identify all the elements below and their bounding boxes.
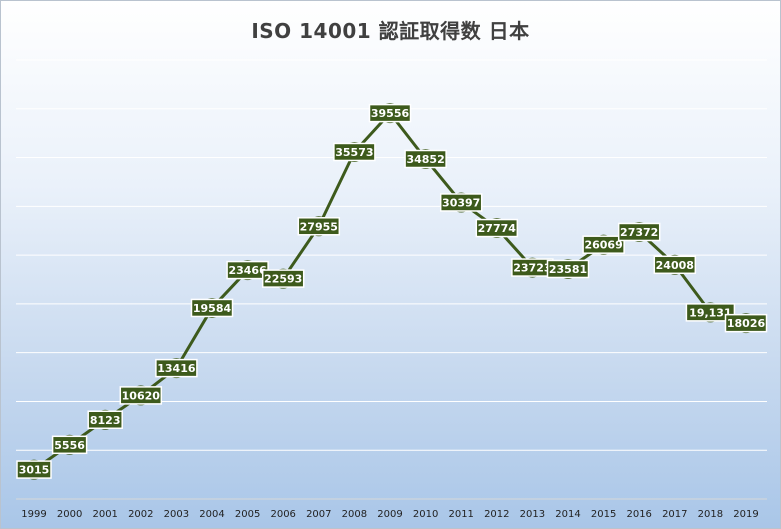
data-label-box [368, 103, 412, 123]
x-tick-label: 2003 [164, 509, 189, 520]
data-label: 23723 [511, 258, 554, 277]
x-tick-label: 2000 [57, 509, 82, 520]
x-tick-label: 2013 [520, 509, 545, 520]
data-label-box [582, 235, 625, 254]
data-label-box [155, 358, 198, 378]
series-line [33, 111, 747, 471]
data-label-text: 24008 [656, 259, 694, 272]
data-label-text: 19,131 [689, 306, 731, 319]
x-axis-tick-labels: 1999 2000 2001 2002 2003 2004 2005 2006 2007 2008… [21, 509, 758, 520]
data-label-text: 13416 [157, 362, 196, 375]
data-label-box [546, 259, 590, 279]
data-label: 27372 [617, 222, 661, 242]
x-tick-label: 2009 [377, 509, 402, 520]
data-label: 10620 [119, 386, 163, 405]
x-tick-label: 2011 [448, 509, 473, 520]
data-label-text: 3015 [19, 464, 50, 477]
gridlines [16, 59, 767, 451]
data-label-text: 34852 [406, 153, 444, 166]
data-label-box [685, 303, 736, 322]
data-label-text: 23723 [513, 262, 551, 275]
data-label-box [404, 149, 447, 169]
data-label: 27955 [297, 217, 341, 236]
data-label: 8123 [87, 410, 123, 430]
data-label: 3015 [16, 460, 52, 479]
data-label: 13416 [155, 358, 198, 378]
data-label-text: 26069 [584, 239, 622, 252]
data-label-box [333, 142, 376, 162]
data-label-box [297, 217, 341, 236]
x-tick-label: 2008 [342, 509, 367, 520]
data-label-box [261, 269, 305, 288]
data-label: 19584 [190, 298, 234, 318]
x-tick-label: 2012 [484, 509, 509, 520]
x-tick-label: 2018 [698, 509, 723, 520]
data-label-box [119, 386, 163, 405]
data-label: 39556 [368, 103, 412, 123]
data-label-box [439, 193, 483, 212]
data-label-box [87, 410, 123, 430]
x-tick-label: 2014 [555, 509, 580, 520]
x-tick-label: 2006 [270, 509, 295, 520]
data-label: 30397 [439, 193, 483, 212]
data-label-box [190, 298, 234, 318]
x-tick-label: 1999 [21, 509, 46, 520]
data-label-text: 30397 [442, 196, 480, 209]
data-label-text: 18026 [727, 317, 766, 330]
data-label-box [724, 313, 768, 333]
data-label-box [16, 460, 52, 479]
data-label: 24008 [653, 255, 697, 275]
x-tick-label: 2019 [733, 509, 758, 520]
data-label: 18026 [724, 313, 768, 333]
data-label-text: 23581 [549, 263, 587, 276]
x-tick-label: 2005 [235, 509, 260, 520]
data-label-text: 5556 [54, 439, 85, 452]
data-label-box [475, 218, 519, 238]
data-label-text: 8123 [90, 414, 121, 427]
data-label: 22593 [261, 269, 305, 288]
data-label-text: 19584 [193, 302, 232, 315]
x-tick-label: 2001 [92, 509, 117, 520]
data-label: 19,131 [685, 303, 736, 322]
x-tick-label: 2002 [128, 509, 153, 520]
data-label: 23581 [546, 259, 590, 279]
x-tick-label: 2015 [591, 509, 616, 520]
data-label: 5556 [51, 435, 88, 455]
data-label-text: 35573 [335, 146, 373, 159]
data-label-text: 39556 [371, 107, 410, 120]
data-label: 34852 [404, 149, 447, 169]
data-label-text: 10620 [122, 389, 161, 402]
data-label-text: 27774 [478, 222, 517, 235]
x-tick-label: 2010 [413, 509, 438, 520]
data-label-text: 22593 [264, 273, 302, 286]
x-tick-label: 2016 [626, 509, 651, 520]
data-label: 26069 [582, 235, 625, 254]
data-label-box [51, 435, 88, 455]
x-tick-label: 2017 [662, 509, 687, 520]
x-tick-label: 2004 [199, 509, 224, 520]
x-tick-label: 2007 [306, 509, 331, 520]
data-label-box [617, 222, 661, 242]
data-label: 27774 [475, 218, 519, 238]
data-points [24, 103, 756, 480]
chart-title: ISO 14001 認証取得数 日本 [251, 19, 530, 43]
data-label-box [653, 255, 697, 275]
data-label-text: 23466 [228, 264, 267, 277]
data-label: 35573 [333, 142, 376, 162]
data-label-text: 27372 [620, 226, 658, 239]
data-label-text: 27955 [300, 220, 338, 233]
